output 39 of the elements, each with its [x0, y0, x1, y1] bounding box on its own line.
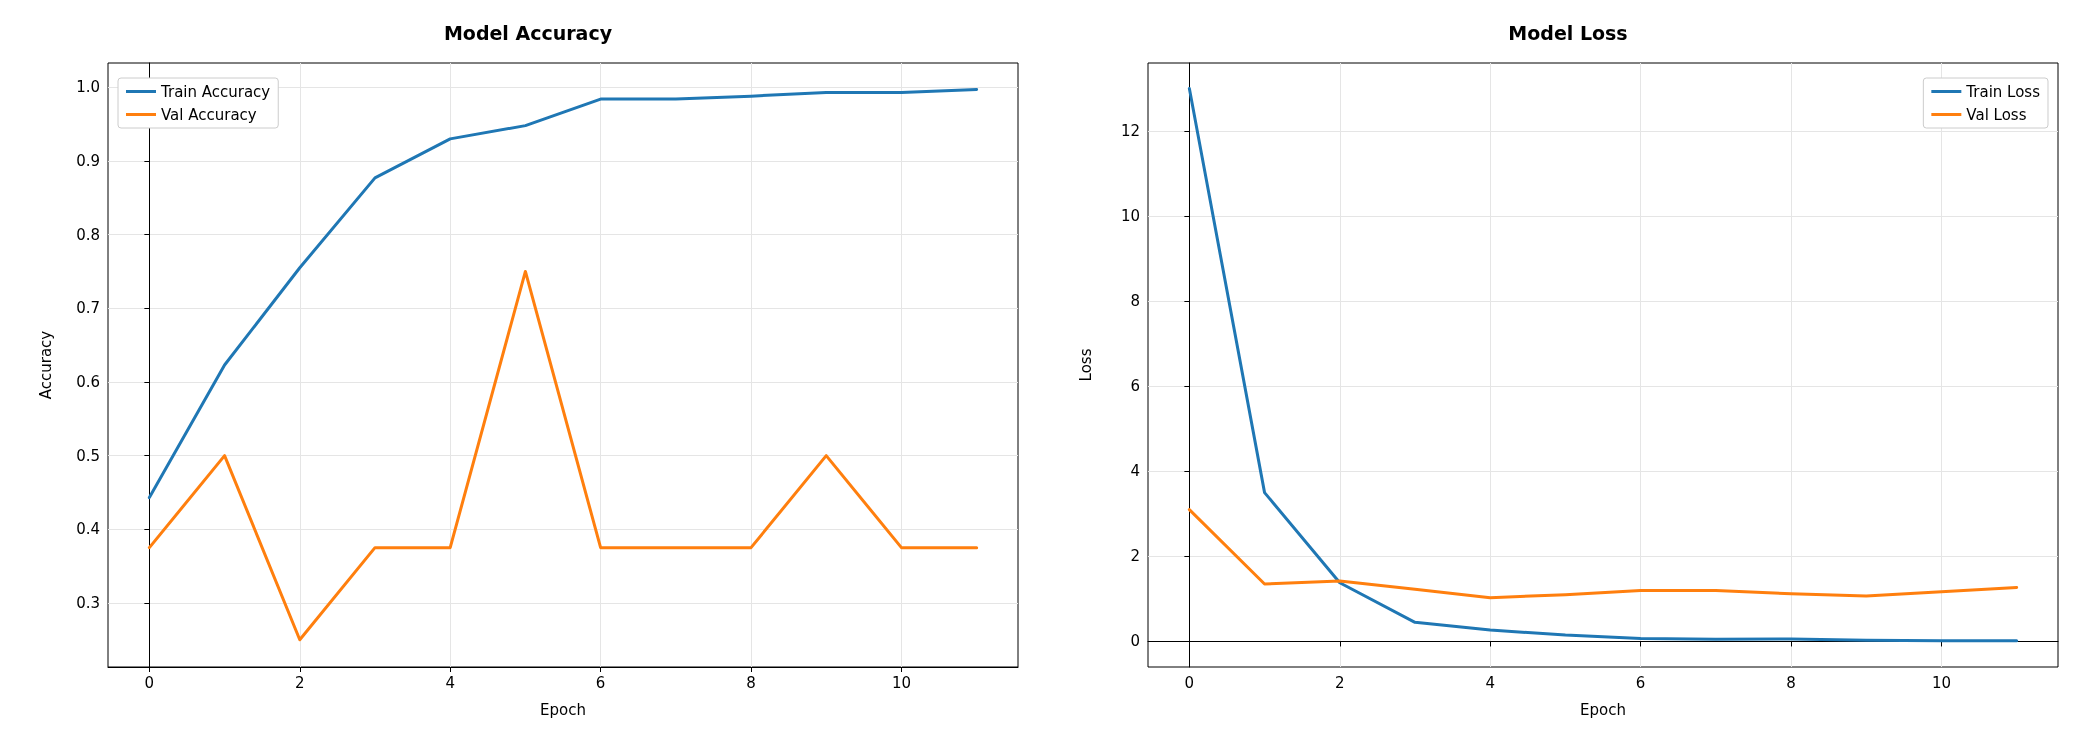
y-tick-label: 1.0: [76, 78, 100, 97]
x-tick-label: 0: [1184, 673, 1195, 692]
x-axis-title: Epoch: [540, 700, 586, 719]
x-tick-label: 0: [144, 673, 155, 692]
y-tick-label: 12: [1120, 122, 1140, 141]
y-tick-label: 0.8: [76, 225, 100, 244]
legend-label: Train Accuracy: [160, 82, 271, 101]
chart-title: Model Loss: [1508, 21, 1628, 44]
x-tick-label: 4: [445, 673, 455, 692]
y-tick-label: 0.7: [76, 299, 100, 318]
y-tick-label: 0.5: [76, 446, 100, 465]
y-tick-label: 10: [1120, 207, 1140, 226]
y-tick-label: 0.4: [76, 520, 100, 539]
x-tick-label: 8: [1786, 673, 1796, 692]
y-tick-label: 6: [1130, 377, 1140, 396]
chart-title: Model Accuracy: [443, 21, 613, 44]
x-tick-label: 6: [1635, 673, 1646, 692]
x-tick-label: 2: [1335, 673, 1345, 692]
y-tick-label: 0.3: [76, 593, 100, 612]
x-tick-label: 6: [595, 673, 606, 692]
y-axis-title: Accuracy: [36, 330, 55, 400]
x-tick-label: 10: [1931, 673, 1951, 692]
legend-label: Val Accuracy: [161, 105, 257, 124]
legend-label: Train Loss: [1965, 82, 2041, 101]
y-tick-label: 8: [1130, 292, 1140, 311]
y-axis-title: Loss: [1076, 348, 1095, 382]
x-tick-label: 10: [891, 673, 911, 692]
y-tick-label: 2: [1130, 547, 1140, 566]
legend-label: Val Loss: [1966, 105, 2027, 124]
x-tick-label: 8: [746, 673, 756, 692]
y-tick-label: 0: [1130, 632, 1140, 651]
x-tick-label: 4: [1485, 673, 1495, 692]
y-tick-label: 4: [1130, 462, 1140, 481]
line-series: [147, 269, 979, 642]
line-series: [1187, 508, 2019, 600]
y-tick-label: 0.6: [76, 372, 100, 391]
x-axis-title: Epoch: [1580, 700, 1626, 719]
x-tick-label: 2: [295, 673, 305, 692]
y-tick-label: 0.9: [76, 151, 100, 170]
